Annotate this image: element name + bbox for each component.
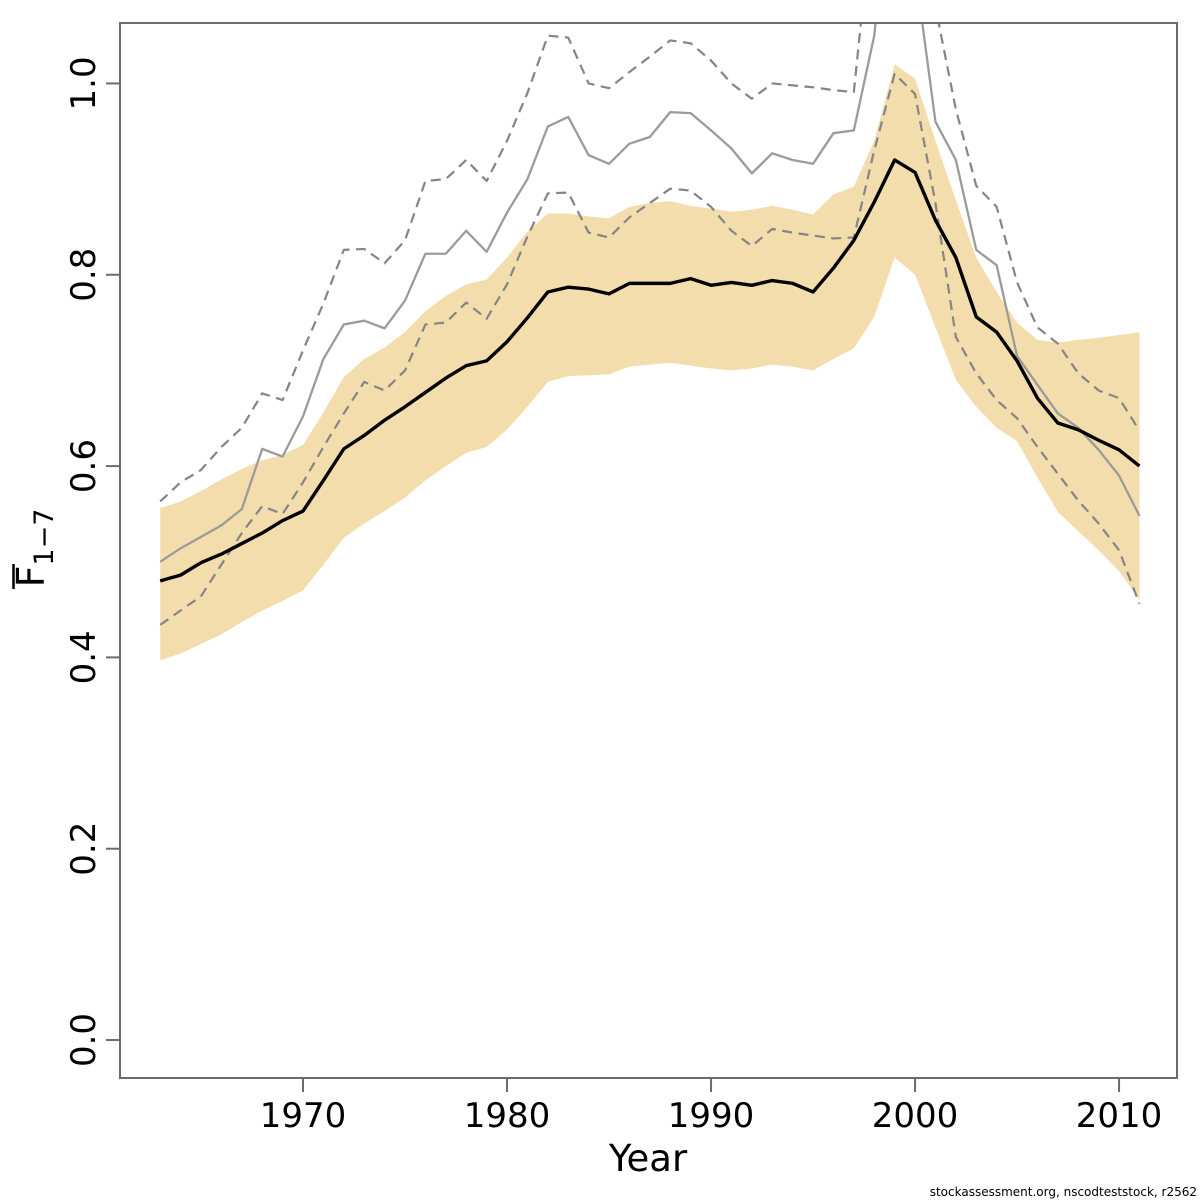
x-tick-label: 2010: [1076, 1096, 1163, 1136]
y-tick-label: 0.8: [64, 248, 104, 302]
x-tick-label: 1990: [668, 1096, 755, 1136]
attribution-text: stockassessment.org, nscodteststock, r25…: [930, 1185, 1197, 1199]
y-axis: 0.0 0.2 0.4 0.6 0.8 1.0: [64, 56, 120, 1067]
y-axis-title-base: F: [9, 566, 53, 588]
svg-text:F1−7: F1−7: [9, 509, 60, 588]
previous-run-ci-upper-line: [159, 23, 1141, 503]
y-tick-label: 0.4: [64, 630, 104, 684]
x-tick-label: 1970: [260, 1096, 347, 1136]
y-tick-label: 0.6: [64, 439, 104, 493]
x-tick-label: 2000: [872, 1096, 959, 1136]
plot-area: [159, 23, 1141, 661]
confidence-band: [160, 64, 1140, 661]
y-tick-label: 1.0: [64, 56, 104, 110]
y-axis-title: F1−7: [9, 509, 60, 589]
x-axis: 1970 1980 1990 2000 2010: [260, 1078, 1163, 1136]
x-tick-label: 1980: [464, 1096, 551, 1136]
y-tick-label: 0.2: [64, 822, 104, 876]
current-estimate-line: [159, 158, 1141, 583]
previous-run-line: [159, 23, 1141, 563]
x-axis-title: Year: [608, 1137, 688, 1180]
y-axis-title-subscript: 1−7: [29, 509, 60, 566]
plot-border: [119, 22, 1178, 1079]
y-tick-label: 0.0: [64, 1013, 104, 1067]
